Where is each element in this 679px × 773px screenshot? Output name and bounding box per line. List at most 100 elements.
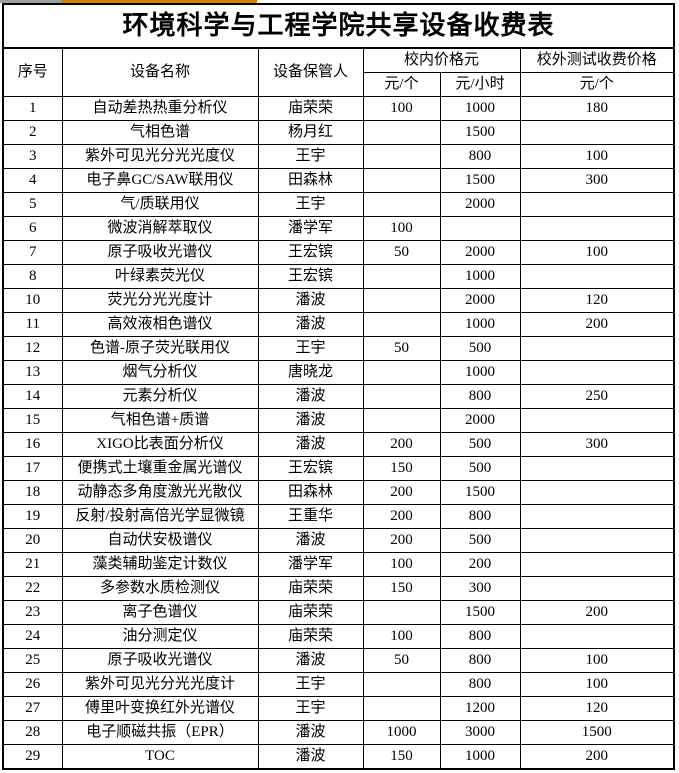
cell-index: 22 <box>2 576 63 601</box>
table-row: 16 XIGO比表面分析仪 潘波 200 500 300 <box>2 432 675 457</box>
cell-external-price <box>519 552 675 577</box>
col-header-campus-per-hour: 元/小时 <box>439 72 521 97</box>
cell-external-price <box>519 576 675 601</box>
cell-custodian: 潘波 <box>257 648 364 673</box>
cell-custodian: 王宏镔 <box>257 264 364 289</box>
cell-custodian: 王宇 <box>257 696 364 721</box>
cell-campus-per-hour: 1000 <box>439 312 521 337</box>
cell-equipment: 离子色谱仪 <box>61 600 259 625</box>
cell-equipment: 便携式土壤重金属光谱仪 <box>61 456 259 481</box>
cell-index: 27 <box>2 696 63 721</box>
cell-equipment: 气相色谱+质谱 <box>61 408 259 433</box>
top-edge-gray-bar <box>0 0 61 3</box>
cell-external-price <box>519 336 675 361</box>
cell-custodian: 潘波 <box>257 384 364 409</box>
table-row: 23 离子色谱仪 庙荣荣 1500 200 <box>2 600 675 625</box>
cell-campus-per-item <box>362 360 441 385</box>
col-header-campus-per-item: 元/个 <box>362 72 441 97</box>
table-row: 11 高效液相色谱仪 潘波 1000 200 <box>2 312 675 337</box>
cell-custodian: 潘波 <box>257 288 364 313</box>
cell-custodian: 潘波 <box>257 720 364 745</box>
cell-custodian: 王宇 <box>257 336 364 361</box>
cell-external-price <box>519 216 675 241</box>
cell-index: 20 <box>2 528 63 553</box>
cell-equipment: 微波消解萃取仪 <box>61 216 259 241</box>
table-row: 5 气/质联用仪 王宇 2000 <box>2 192 675 217</box>
table-row: 28 电子顺磁共振（EPR） 潘波 1000 3000 1500 <box>2 720 675 745</box>
cell-custodian: 潘学军 <box>257 552 364 577</box>
table-row: 1 自动差热热重分析仪 庙荣荣 100 1000 180 <box>2 96 675 121</box>
cell-index: 4 <box>2 168 63 193</box>
cell-campus-per-item: 50 <box>362 336 441 361</box>
cell-custodian: 王宇 <box>257 192 364 217</box>
cell-index: 11 <box>2 312 63 337</box>
cell-external-price: 120 <box>519 288 675 313</box>
page-title: 环境科学与工程学院共享设备收费表 <box>2 3 675 49</box>
cell-index: 19 <box>2 504 63 529</box>
cell-campus-per-hour: 500 <box>439 528 521 553</box>
cell-custodian: 潘波 <box>257 312 364 337</box>
cell-external-price <box>519 120 675 145</box>
cell-equipment: 傅里叶变换红外光谱仪 <box>61 696 259 721</box>
cell-external-price: 300 <box>519 432 675 457</box>
cell-index: 17 <box>2 456 63 481</box>
cell-equipment: 叶绿素荧光仪 <box>61 264 259 289</box>
table-row: 21 藻类辅助鉴定计数仪 潘学军 100 200 <box>2 552 675 577</box>
cell-campus-per-item: 150 <box>362 744 441 770</box>
cell-campus-per-item <box>362 384 441 409</box>
cell-equipment: 气相色谱 <box>61 120 259 145</box>
cell-campus-per-hour: 2000 <box>439 192 521 217</box>
table-row: 17 便携式土壤重金属光谱仪 王宏镔 150 500 <box>2 456 675 481</box>
cell-equipment: 色谱-原子荧光联用仪 <box>61 336 259 361</box>
cell-campus-per-hour: 1500 <box>439 168 521 193</box>
cell-campus-per-item <box>362 600 441 625</box>
cell-campus-per-hour: 800 <box>439 504 521 529</box>
cell-campus-per-hour: 200 <box>439 552 521 577</box>
cell-equipment: 原子吸收光谱仪 <box>61 240 259 265</box>
cell-campus-per-item <box>362 168 441 193</box>
cell-equipment: 紫外可见光分光光度计 <box>61 672 259 697</box>
cell-index: 25 <box>2 648 63 673</box>
cell-index: 21 <box>2 552 63 577</box>
cell-campus-per-item <box>362 264 441 289</box>
cell-equipment: 自动伏安极谱仪 <box>61 528 259 553</box>
cell-custodian: 庙荣荣 <box>257 624 364 649</box>
cell-equipment: 电子顺磁共振（EPR） <box>61 720 259 745</box>
cell-campus-per-hour: 1200 <box>439 696 521 721</box>
cell-equipment: 高效液相色谱仪 <box>61 312 259 337</box>
cell-index: 8 <box>2 264 63 289</box>
cell-equipment: 电子鼻GC/SAW联用仪 <box>61 168 259 193</box>
cell-equipment: 动静态多角度激光光散仪 <box>61 480 259 505</box>
cell-campus-per-hour: 500 <box>439 336 521 361</box>
cell-index: 1 <box>2 96 63 121</box>
table-row: 2 气相色谱 杨月红 1500 <box>2 120 675 145</box>
cell-external-price: 100 <box>519 672 675 697</box>
cell-campus-per-hour: 2000 <box>439 408 521 433</box>
cell-campus-per-hour <box>439 216 521 241</box>
cell-campus-per-hour: 1000 <box>439 360 521 385</box>
table-row: 15 气相色谱+质谱 潘波 2000 <box>2 408 675 433</box>
cell-equipment: 原子吸收光谱仪 <box>61 648 259 673</box>
cell-campus-per-hour: 1000 <box>439 744 521 770</box>
cell-custodian: 王宇 <box>257 144 364 169</box>
table-row: 10 荧光分光光度计 潘波 2000 120 <box>2 288 675 313</box>
table-row: 6 微波消解萃取仪 潘学军 100 <box>2 216 675 241</box>
cell-campus-per-item: 150 <box>362 576 441 601</box>
cell-campus-per-hour: 300 <box>439 576 521 601</box>
table-row: 26 紫外可见光分光光度计 王宇 800 100 <box>2 672 675 697</box>
cell-custodian: 潘学军 <box>257 216 364 241</box>
cell-custodian: 庙荣荣 <box>257 576 364 601</box>
cell-campus-per-item: 100 <box>362 96 441 121</box>
cell-equipment: 紫外可见光分光光度仪 <box>61 144 259 169</box>
cell-campus-per-hour: 800 <box>439 624 521 649</box>
cell-index: 3 <box>2 144 63 169</box>
cell-custodian: 潘波 <box>257 528 364 553</box>
cell-external-price <box>519 192 675 217</box>
cell-campus-per-hour: 2000 <box>439 288 521 313</box>
cell-external-price: 120 <box>519 696 675 721</box>
cell-index: 24 <box>2 624 63 649</box>
cell-external-price: 100 <box>519 648 675 673</box>
cell-campus-per-hour: 800 <box>439 648 521 673</box>
cell-equipment: 多参数水质检测仪 <box>61 576 259 601</box>
cell-campus-per-hour: 1000 <box>439 264 521 289</box>
